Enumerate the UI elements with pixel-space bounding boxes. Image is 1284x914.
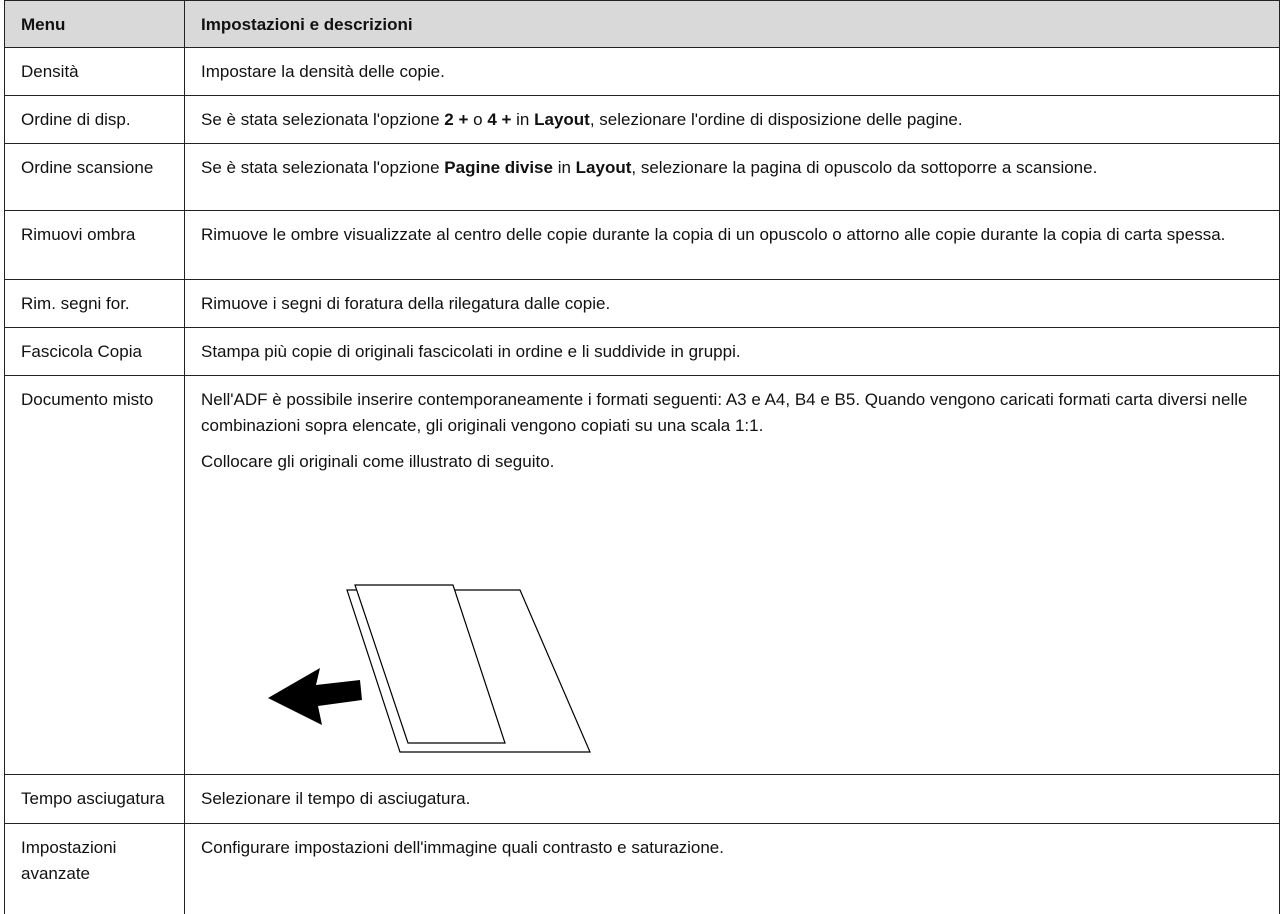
menu-cell: Tempo asciugatura (4, 774, 185, 824)
menu-cell: Densità (4, 47, 185, 96)
description-paragraph: Se è stata selezionata l'opzione Pagine … (201, 155, 1263, 181)
menu-cell: Impostazioni avanzate (4, 823, 185, 914)
text: , selezionare la pagina di opuscolo da s… (631, 158, 1098, 177)
bold-text: Pagine divise (444, 158, 553, 177)
description-cell: Se è stata selezionata l'opzione 2 + o 4… (184, 95, 1280, 144)
text: Stampa più copie di originali fascicolat… (201, 342, 741, 361)
description-cell: Selezionare il tempo di asciugatura. (184, 774, 1280, 824)
description-cell: Impostare la densità delle copie. (184, 47, 1280, 96)
header-row: Menu Impostazioni e descrizioni (4, 0, 1280, 48)
text: Se è stata selezionata l'opzione (201, 110, 445, 129)
settings-table: Menu Impostazioni e descrizioni Densità I… (4, 0, 1280, 914)
text: Se è stata selezionata l'opzione (201, 158, 445, 177)
text: Rimuove i segni di foratura della rilega… (201, 294, 611, 313)
text: , selezionare l'ordine di disposizione d… (589, 110, 963, 129)
table-row: Tempo asciugatura Selezionare il tempo di… (4, 774, 1280, 824)
table-row: Rimuovi ombra Rimuove le ombre visualizza… (4, 210, 1280, 280)
description-cell: Nell'ADF è possibile inserire contempora… (184, 375, 1280, 775)
text: Rimuove le ombre visualizzate al centro … (201, 225, 1226, 244)
description-paragraph: Rimuove le ombre visualizzate al centro … (201, 222, 1263, 248)
placement-illustration (268, 584, 591, 753)
description-paragraph: Selezionare il tempo di asciugatura. (201, 786, 1263, 812)
header-cell: Impostazioni e descrizioni (184, 0, 1280, 48)
header-cell: Menu (4, 0, 185, 48)
text: in (511, 110, 535, 129)
text: in (552, 158, 576, 177)
table-row: Impostazioni avanzate Configurare imposta… (4, 823, 1280, 914)
description-paragraph: Rimuove i segni di foratura della rilega… (201, 291, 1263, 317)
bold-text: 4 + (487, 110, 512, 129)
text: Collocare gli originali come illustrato … (201, 452, 555, 471)
bold-text: 2 + (444, 110, 469, 129)
text: Configurare impostazioni dell'immagine q… (201, 838, 724, 857)
description-cell: Rimuove i segni di foratura della rilega… (184, 279, 1280, 328)
table-row: Fascicola Copia Stampa più copie di origi… (4, 327, 1280, 376)
table-row: Rim. segni for. Rimuove i segni di foratu… (4, 279, 1280, 328)
text: o (468, 110, 488, 129)
text: Selezionare il tempo di asciugatura. (201, 789, 471, 808)
description-cell: Se è stata selezionata l'opzione Pagine … (184, 143, 1280, 211)
table-row: Densità Impostare la densità delle copie. (4, 47, 1280, 96)
menu-cell: Ordine di disp. (4, 95, 185, 144)
table-row: Documento misto Nell'ADF è possibile inse… (4, 375, 1280, 775)
menu-cell: Documento misto (4, 375, 185, 775)
description-cell: Stampa più copie di originali fascicolat… (184, 327, 1280, 376)
menu-cell: Rimuovi ombra (4, 210, 185, 280)
description-paragraph: Collocare gli originali come illustrato … (201, 449, 1263, 475)
text: Nell'ADF è possibile inserire contempora… (201, 390, 1248, 435)
table-row: Ordine scansione Se è stata selezionata l… (4, 143, 1280, 211)
table-row: Ordine di disp. Se è stata selezionata l'… (4, 95, 1280, 144)
description-cell: Rimuove le ombre visualizzate al centro … (184, 210, 1280, 280)
description-paragraph: Nell'ADF è possibile inserire contempora… (201, 387, 1263, 439)
bold-text: Layout (575, 158, 632, 177)
text: Impostare la densità delle copie. (201, 62, 445, 81)
description-paragraph: Impostare la densità delle copie. (201, 59, 1263, 85)
menu-cell: Ordine scansione (4, 143, 185, 211)
description-paragraph: Se è stata selezionata l'opzione 2 + o 4… (201, 107, 1263, 133)
menu-cell: Rim. segni for. (4, 279, 185, 328)
description-paragraph: Stampa più copie di originali fascicolat… (201, 339, 1263, 365)
description-paragraph: Configurare impostazioni dell'immagine q… (201, 835, 1263, 861)
menu-cell: Fascicola Copia (4, 327, 185, 376)
description-cell: Configurare impostazioni dell'immagine q… (184, 823, 1280, 914)
bold-text: Layout (534, 110, 590, 129)
